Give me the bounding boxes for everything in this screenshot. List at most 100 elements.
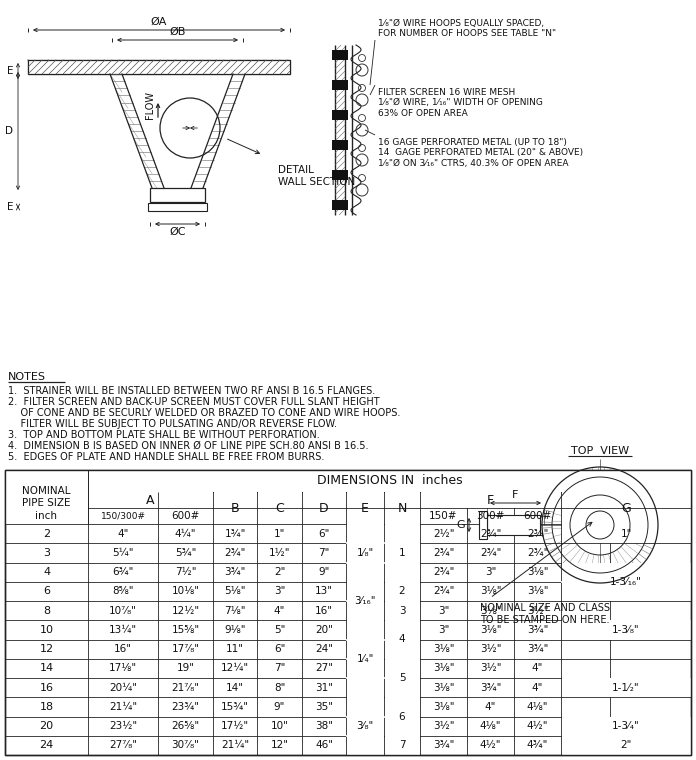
Bar [5,470,691,755]
Text: WALL SECTION: WALL SECTION [278,177,355,187]
Bar [148,203,207,211]
Bar [5,470,691,755]
Text: 10⁷⁄₈": 10⁷⁄₈" [109,606,137,616]
Text: 16": 16" [114,644,132,654]
Text: 2: 2 [399,587,405,597]
Text: D: D [5,126,13,136]
Text: 6": 6" [274,644,285,654]
Text: 3": 3" [485,567,496,577]
Text: 16: 16 [40,682,54,692]
Text: 14: 14 [40,663,54,673]
Bar [347,697,383,755]
Text: 3": 3" [438,625,449,635]
Bar [384,524,420,581]
Text: 3⅛": 3⅛" [433,682,454,692]
Text: 3: 3 [43,548,50,558]
Text: 2¾": 2¾" [527,548,548,558]
Text: 2¾": 2¾" [480,548,501,558]
Text: 8: 8 [43,606,50,616]
Text: G: G [457,520,466,530]
Text: 1.  STRAINER WILL BE INSTALLED BETWEEN TWO RF ANSI B 16.5 FLANGES.: 1. STRAINER WILL BE INSTALLED BETWEEN TW… [8,386,375,396]
Bar [562,562,690,601]
Text: 1⁄₄": 1⁄₄" [356,654,374,663]
Text: 2": 2" [620,740,632,750]
Text: 1⁄₈": 1⁄₈" [356,548,374,558]
Text: 3½": 3½" [433,721,454,731]
Bar [384,601,420,620]
Text: 4.  DIMENSION B IS BASED ON INNER Ø OF LINE PIPE SCH.80 ANSI B 16.5.: 4. DIMENSION B IS BASED ON INNER Ø OF LI… [8,441,368,451]
Text: 1: 1 [399,548,405,558]
Text: 23¾": 23¾" [171,702,200,712]
Text: 3⅛": 3⅛" [527,567,548,577]
Text: 150#: 150# [429,511,458,521]
Text: D: D [319,502,329,515]
Text: 3⁄₁₆": 3⁄₁₆" [354,596,376,606]
Bar [562,678,690,697]
Text: 7⅛": 7⅛" [224,606,246,616]
Text: FLOW: FLOW [145,91,155,119]
Text: 5¼": 5¼" [112,548,134,558]
Bar [28,60,290,74]
Text: 20: 20 [40,721,54,731]
Text: G: G [621,502,631,515]
Text: F: F [487,493,494,506]
Bar [332,140,348,150]
Text: 5.  EDGES OF PLATE AND HANDLE SHALL BE FREE FROM BURRS.: 5. EDGES OF PLATE AND HANDLE SHALL BE FR… [8,452,324,462]
Text: 3": 3" [274,587,285,597]
Text: 3½": 3½" [527,606,548,616]
Text: 14": 14" [226,682,244,692]
Text: 150/300#: 150/300# [100,511,145,521]
Text: 17⁷⁄₈": 17⁷⁄₈" [171,644,200,654]
Text: DETAIL: DETAIL [278,165,314,175]
Text: TOP  VIEW: TOP VIEW [571,446,629,456]
Text: 3⅛": 3⅛" [433,663,454,673]
Text: 4⅛": 4⅛" [527,702,548,712]
Text: 15⅝": 15⅝" [171,625,200,635]
Text: 16 GAGE PERFORATED METAL (UP TO 18")
14  GAGE PERFORATED METAL (20" & ABOVE)
1⁄₈: 16 GAGE PERFORATED METAL (UP TO 18") 14 … [378,138,583,168]
Text: 2¾": 2¾" [433,548,454,558]
Text: 19": 19" [177,663,194,673]
Text: 21¼": 21¼" [109,702,137,712]
Text: 5⅛": 5⅛" [224,587,246,597]
Text: 1¾": 1¾" [224,529,246,539]
Text: 10: 10 [40,625,54,635]
Text: 6: 6 [43,587,50,597]
Bar [384,697,420,736]
Text: 27": 27" [315,663,333,673]
Text: 46": 46" [315,740,333,750]
Bar [384,581,420,601]
Text: 4½": 4½" [527,721,548,731]
Text: 2.  FILTER SCREEN AND BACK-UP SCREEN MUST COVER FULL SLANT HEIGHT: 2. FILTER SCREEN AND BACK-UP SCREEN MUST… [8,397,379,407]
Text: 35": 35" [315,702,333,712]
Text: FILTER SCREEN 16 WIRE MESH
1⁄₈"Ø WIRE, 1⁄₁₆" WIDTH OF OPENING
63% OF OPEN AREA: FILTER SCREEN 16 WIRE MESH 1⁄₈"Ø WIRE, 1… [378,88,543,118]
Bar [347,492,383,524]
Bar [487,515,540,535]
Text: 3⅛": 3⅛" [480,625,501,635]
Bar [332,50,348,60]
Text: 4": 4" [274,606,285,616]
Text: 1": 1" [620,529,632,539]
Text: 8": 8" [274,682,285,692]
Text: 23½": 23½" [109,721,137,731]
Text: NOMINAL SIZE AND CLASS
TO BE STAMPED ON HERE.: NOMINAL SIZE AND CLASS TO BE STAMPED ON … [480,603,610,625]
Text: 4": 4" [532,663,543,673]
Text: 6: 6 [399,711,405,721]
Text: FILTER WILL BE SUBJECT TO PULSATING AND/OR REVERSE FLOW.: FILTER WILL BE SUBJECT TO PULSATING AND/… [8,419,337,429]
Text: 4½": 4½" [480,740,501,750]
Text: 3½": 3½" [480,663,501,673]
Text: 21⁷⁄₈": 21⁷⁄₈" [171,682,200,692]
Bar [347,581,383,620]
Text: 38": 38" [315,721,333,731]
Text: 1-1⁄₂": 1-1⁄₂" [612,682,640,692]
Text: 3": 3" [438,606,449,616]
Text: 12½": 12½" [171,606,200,616]
Text: 4": 4" [485,702,496,712]
Text: 4¾": 4¾" [527,740,548,750]
Text: ØA: ØA [151,17,167,27]
Text: 7½": 7½" [175,567,196,577]
Bar [332,170,348,180]
Text: 10": 10" [271,721,288,731]
Text: 17⅛": 17⅛" [109,663,137,673]
Text: 2": 2" [274,567,285,577]
Bar [562,717,690,736]
